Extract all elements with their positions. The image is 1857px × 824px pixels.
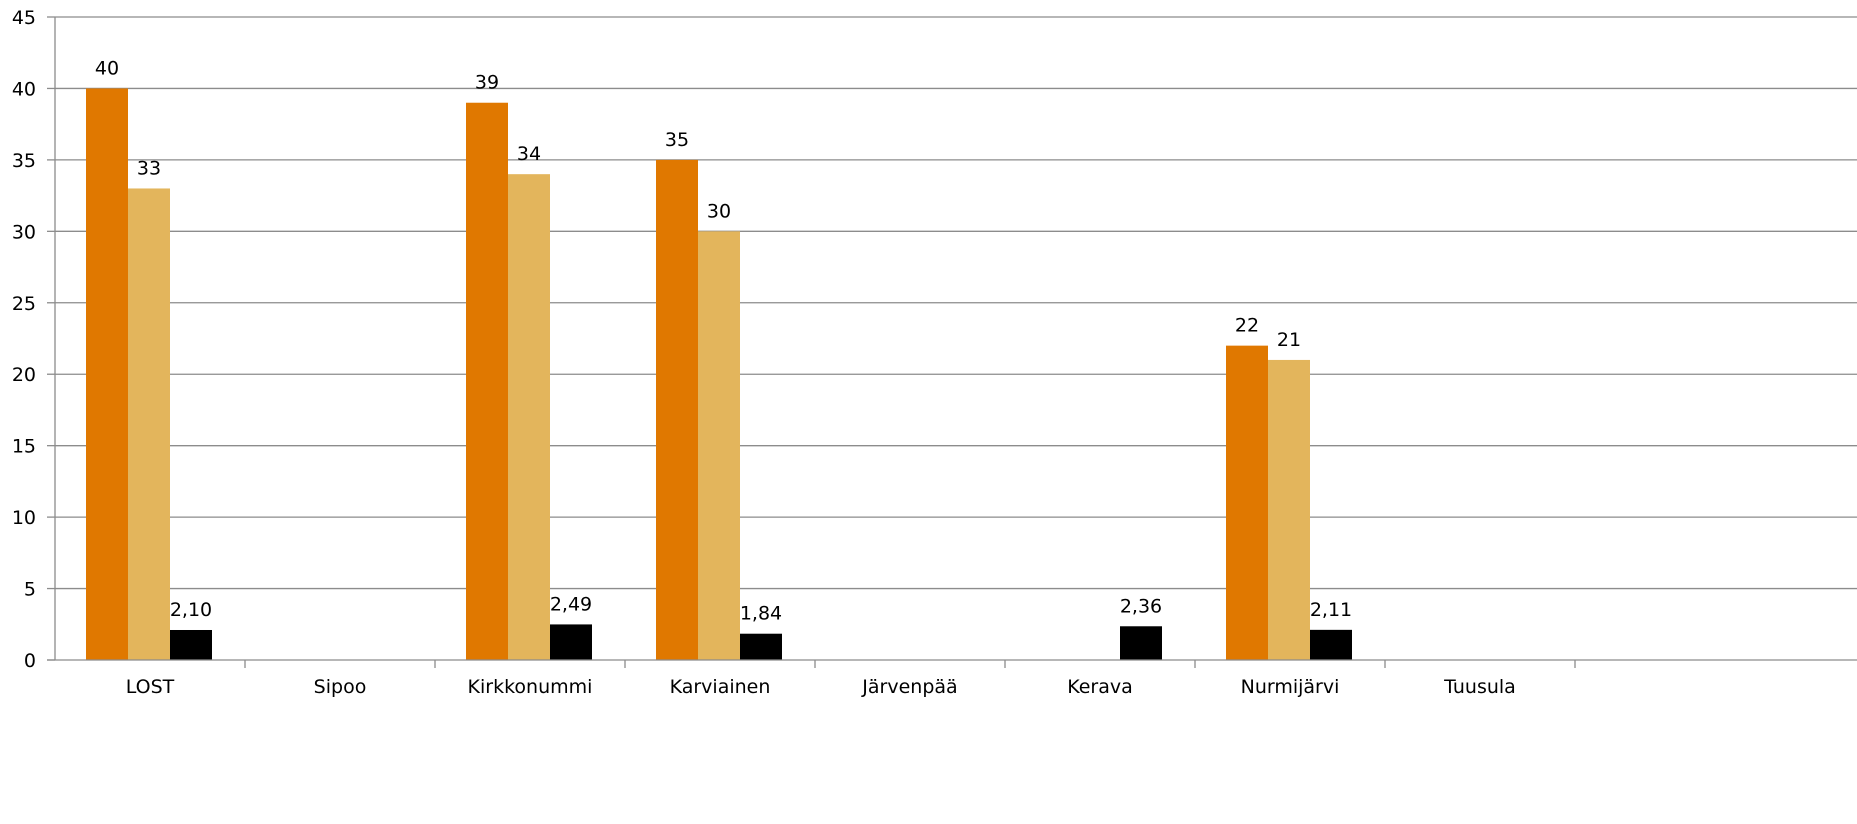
data-label: 2,49 — [550, 593, 592, 615]
bar — [550, 624, 592, 660]
data-label: 2,10 — [170, 599, 212, 621]
bar — [1226, 345, 1268, 660]
bar — [128, 188, 170, 660]
bar — [466, 102, 508, 660]
axes — [47, 16, 1857, 668]
data-label: 34 — [517, 143, 541, 165]
data-label: 2,36 — [1120, 595, 1162, 617]
y-axis-ticks: 0 5 10 15 20 25 30 35 40 45 — [12, 7, 36, 672]
bar — [1120, 626, 1162, 660]
gridlines — [55, 16, 1857, 590]
data-label: 2,11 — [1310, 599, 1352, 621]
bar — [656, 159, 698, 660]
y-tick-label: 40 — [12, 78, 36, 100]
data-label: 40 — [95, 57, 119, 79]
y-tick-label: 5 — [24, 579, 36, 601]
x-category-label: LOST — [126, 676, 175, 698]
data-label: 1,84 — [740, 603, 782, 625]
x-category-label: Järvenpää — [861, 676, 957, 698]
data-label: 39 — [475, 72, 499, 94]
y-tick-label: 30 — [12, 221, 36, 243]
x-category-label: Nurmijärvi — [1241, 676, 1340, 698]
y-tick-label: 35 — [12, 150, 36, 172]
x-category-label: Kirkkonummi — [468, 676, 593, 698]
bars — [86, 88, 1352, 661]
x-category-label: Karviainen — [670, 676, 771, 698]
data-label: 21 — [1277, 329, 1301, 351]
bar — [170, 629, 212, 660]
y-tick-label: 10 — [12, 507, 36, 529]
bar — [740, 633, 782, 660]
y-tick-label: 0 — [24, 650, 36, 672]
y-tick-label: 25 — [12, 293, 36, 315]
y-tick-label: 45 — [12, 7, 36, 29]
data-label: 22 — [1235, 315, 1259, 337]
bar — [1310, 629, 1352, 660]
x-category-label: Sipoo — [314, 676, 367, 698]
x-axis-ticks: LOST Sipoo Kirkkonummi Karviainen Järvenpää K… — [126, 676, 1516, 698]
data-labels: 40 39 35 22 33 34 30 21 2,10 2,49 1,84 2,36 2,11 — [95, 57, 1352, 624]
data-label: 30 — [707, 200, 731, 222]
x-category-label: Kerava — [1067, 676, 1133, 698]
bar — [1268, 359, 1310, 660]
data-label: 35 — [665, 129, 689, 151]
bar — [86, 88, 128, 660]
x-category-label: Tuusula — [1443, 676, 1516, 698]
bar — [698, 231, 740, 661]
y-tick-label: 15 — [12, 436, 36, 458]
data-label: 33 — [137, 157, 161, 179]
bar — [508, 174, 550, 660]
y-tick-label: 20 — [12, 364, 36, 386]
